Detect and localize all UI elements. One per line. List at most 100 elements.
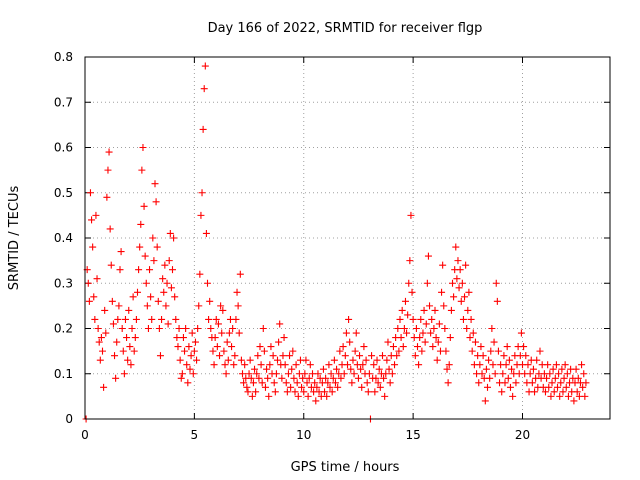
data-point (267, 343, 275, 351)
data-point (560, 374, 568, 382)
data-point (186, 365, 194, 373)
data-point (253, 370, 261, 378)
data-point (185, 343, 193, 351)
data-point (102, 329, 110, 337)
x-tick-label: 20 (515, 428, 530, 442)
x-tick-label: 5 (191, 428, 199, 442)
data-point (217, 302, 225, 310)
data-point (265, 392, 273, 400)
data-point (196, 270, 204, 278)
data-point (84, 279, 92, 287)
data-point (477, 343, 485, 351)
data-point (183, 361, 191, 369)
data-point (476, 361, 484, 369)
x-axis-label: GPS time / hours (291, 460, 400, 475)
data-point (356, 352, 364, 360)
data-point (424, 252, 432, 260)
data-point (259, 325, 267, 332)
data-point (416, 334, 424, 342)
data-point (243, 383, 251, 391)
data-point (210, 361, 218, 369)
data-point (271, 388, 279, 396)
data-point (138, 166, 146, 174)
data-point (385, 365, 393, 373)
data-point (357, 365, 365, 373)
data-point (572, 365, 580, 373)
data-point (247, 374, 255, 382)
data-point (578, 361, 586, 369)
data-point (120, 370, 128, 378)
data-point (398, 306, 406, 314)
data-point (292, 361, 300, 369)
data-point (173, 334, 181, 342)
data-point (520, 343, 528, 351)
data-point (252, 388, 260, 396)
data-point (372, 374, 380, 382)
data-point (393, 352, 401, 360)
data-point (216, 352, 224, 360)
data-point (256, 343, 264, 351)
grid-lines (85, 57, 610, 419)
data-point (406, 257, 414, 265)
data-point (504, 374, 512, 382)
data-point (346, 338, 354, 346)
data-point (154, 297, 162, 305)
data-point (300, 388, 308, 396)
data-point (187, 352, 195, 360)
data-point (119, 347, 127, 355)
data-point (475, 379, 483, 387)
y-tick-label: 0.7 (54, 95, 73, 109)
data-point (412, 325, 420, 332)
data-point (394, 325, 402, 332)
data-point (327, 370, 335, 378)
data-point (558, 365, 566, 373)
data-point (506, 383, 514, 391)
data-point (341, 352, 349, 360)
data-point (462, 261, 470, 269)
data-point (325, 361, 333, 369)
data-point (388, 370, 396, 378)
data-point (88, 216, 96, 224)
data-point (397, 334, 405, 342)
data-point (547, 392, 555, 400)
data-point (132, 315, 140, 323)
data-point (241, 361, 249, 369)
data-point (131, 334, 139, 342)
data-point (487, 347, 495, 355)
data-point (349, 356, 357, 364)
data-point (461, 293, 469, 301)
data-point (94, 325, 102, 332)
data-point (266, 361, 274, 369)
data-point (459, 315, 467, 323)
data-point (582, 379, 590, 387)
chart-title: Day 166 of 2022, SRMTID for receiver flg… (208, 21, 483, 36)
data-point (146, 266, 154, 274)
data-point (151, 180, 159, 188)
data-point (485, 356, 493, 364)
data-point (104, 166, 112, 174)
data-point (175, 325, 183, 332)
data-point (431, 306, 439, 314)
data-point (114, 315, 122, 323)
data-point (345, 315, 353, 323)
data-point (244, 388, 252, 396)
data-point (319, 365, 327, 373)
data-point (440, 302, 448, 310)
data-point (482, 365, 490, 373)
y-tick-label: 0.6 (54, 141, 73, 155)
data-point (284, 370, 292, 378)
data-point (199, 125, 207, 133)
data-point (302, 356, 310, 364)
data-point (384, 338, 392, 346)
data-point (524, 361, 532, 369)
data-point (155, 325, 163, 332)
data-point (330, 356, 338, 364)
data-point (570, 397, 578, 405)
data-point (142, 279, 150, 287)
data-point (360, 343, 368, 351)
data-point (381, 392, 389, 400)
data-point (336, 347, 344, 355)
data-point (347, 365, 355, 373)
data-point (430, 325, 438, 332)
data-point (479, 352, 487, 360)
